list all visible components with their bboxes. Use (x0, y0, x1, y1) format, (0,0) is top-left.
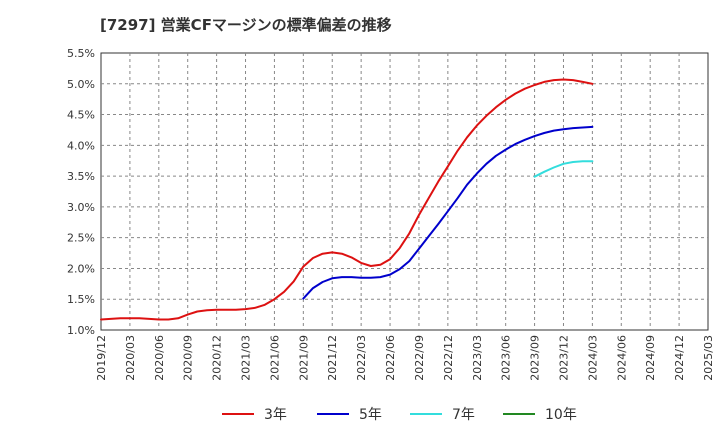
x-tick-label: 2024/03 (586, 335, 599, 381)
series-layer (100, 78, 594, 321)
y-tick-label: 1.5% (67, 293, 95, 306)
y-tick-label: 1.0% (67, 324, 95, 337)
plot-area (100, 52, 709, 331)
legend-label: 7年 (452, 407, 475, 423)
x-tick-layer: 2019/12 2020/03 2020/06 2020/09 2020/12 2021/… (95, 335, 715, 381)
legend-label: 10年 (545, 407, 577, 423)
y-tick-label: 3.0% (67, 201, 95, 214)
x-tick-label: 2021/12 (326, 335, 339, 381)
x-tick-label: 2024/12 (673, 335, 686, 381)
x-tick-label: 2023/09 (529, 335, 542, 381)
legend-label: 3年 (264, 407, 287, 423)
series-line-5年 (302, 125, 594, 300)
x-tick-label: 2022/09 (413, 335, 426, 381)
x-tick-label: 2025/03 (702, 335, 715, 381)
x-tick-label: 2020/12 (211, 335, 224, 381)
y-tick-label: 5.0% (67, 78, 95, 91)
series-line-3年 (100, 78, 594, 321)
x-tick-label: 2021/09 (297, 335, 310, 381)
y-tick-label: 4.0% (67, 139, 95, 152)
legend-label: 5年 (359, 407, 382, 423)
x-tick-label: 2022/03 (355, 335, 368, 381)
series-line-7年 (533, 160, 594, 178)
grid-layer (101, 53, 708, 330)
x-tick-label: 2021/06 (268, 335, 281, 381)
x-tick-label: 2022/12 (442, 335, 455, 381)
x-tick-label: 2024/06 (615, 335, 628, 381)
x-tick-label: 2024/09 (644, 335, 657, 381)
x-tick-label: 2022/06 (384, 335, 397, 381)
x-tick-label: 2019/12 (95, 335, 108, 381)
x-tick-label: 2023/03 (471, 335, 484, 381)
x-tick-label: 2020/03 (124, 335, 137, 381)
y-tick-label: 5.5% (67, 47, 95, 60)
x-tick-label: 2023/06 (500, 335, 513, 381)
chart-title: [7297] 営業CFマージンの標準偏差の推移 (100, 16, 392, 34)
y-tick-label: 3.5% (67, 170, 95, 183)
legend: 3年 5年 7年 10年 (222, 407, 577, 423)
y-tick-layer: 1.0% 1.5% 2.0% 2.5% 3.0% 3.5% 4.0% 4.5% 5.0% 5.5% (67, 47, 95, 337)
y-tick-label: 4.5% (67, 109, 95, 122)
x-tick-label: 2020/09 (182, 335, 195, 381)
x-tick-label: 2020/06 (153, 335, 166, 381)
x-tick-label: 2023/12 (557, 335, 570, 381)
y-tick-label: 2.0% (67, 262, 95, 275)
x-tick-label: 2021/03 (240, 335, 253, 381)
y-tick-label: 2.5% (67, 232, 95, 245)
